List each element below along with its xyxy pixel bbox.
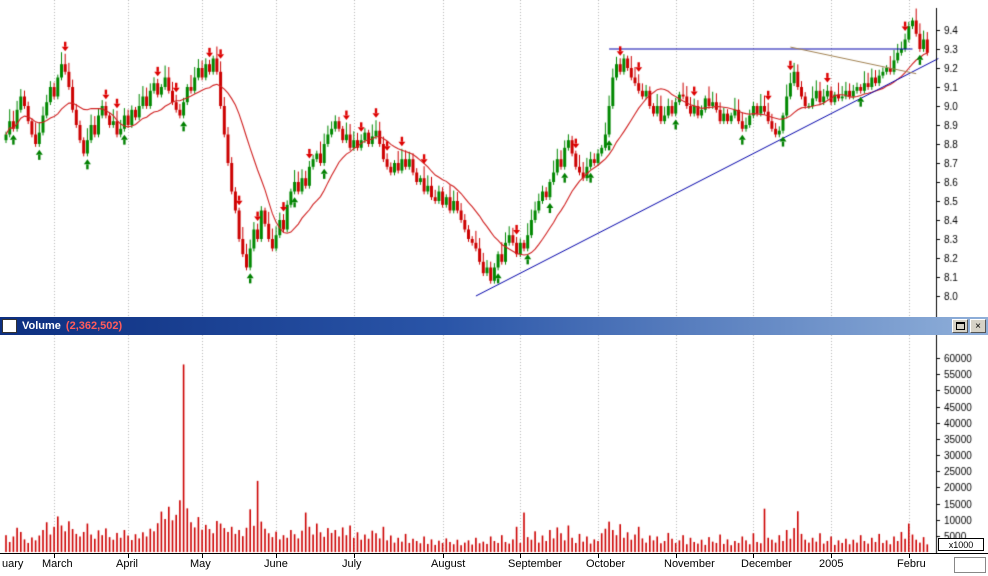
month-tick [753,554,754,558]
month-tick [520,554,521,558]
month-tick [276,554,277,558]
price-panel [0,0,988,317]
close-button[interactable]: × [970,319,986,333]
month-tick [676,554,677,558]
month-tick [202,554,203,558]
month-tick [831,554,832,558]
month-tick [54,554,55,558]
month-label: May [190,558,211,570]
month-label: uary [2,558,24,570]
panel-title: Volume [22,320,61,332]
month-tick [909,554,910,558]
panel-latest-value: (2,362,502) [65,320,123,332]
month-label: November [664,558,715,570]
month-label: June [264,558,288,570]
month-tick [354,554,355,558]
month-label: August [431,558,466,570]
month-axis: uary March April May June July August September… [0,553,988,576]
volume-panel: x1000 [0,335,988,553]
price-chart-canvas[interactable] [0,0,988,317]
restore-icon [955,321,965,330]
month-label: 2005 [819,558,844,570]
month-tick [443,554,444,558]
month-label: March [42,558,73,570]
month-tick [598,554,599,558]
month-label: Febru [897,558,926,570]
month-label: July [342,558,362,570]
volume-panel-titlebar[interactable]: Volume (2,362,502) × [0,317,988,335]
close-icon: × [975,320,981,332]
month-label: October [586,558,626,570]
bottom-right-box[interactable] [954,557,986,573]
month-tick [128,554,129,558]
panel-tab[interactable] [2,319,17,333]
month-label: April [116,558,139,570]
month-label: September [508,558,562,570]
month-label: December [741,558,792,570]
restore-button[interactable] [952,319,968,333]
unit-label-box: x1000 [938,538,984,551]
volume-chart-canvas[interactable] [0,335,988,553]
